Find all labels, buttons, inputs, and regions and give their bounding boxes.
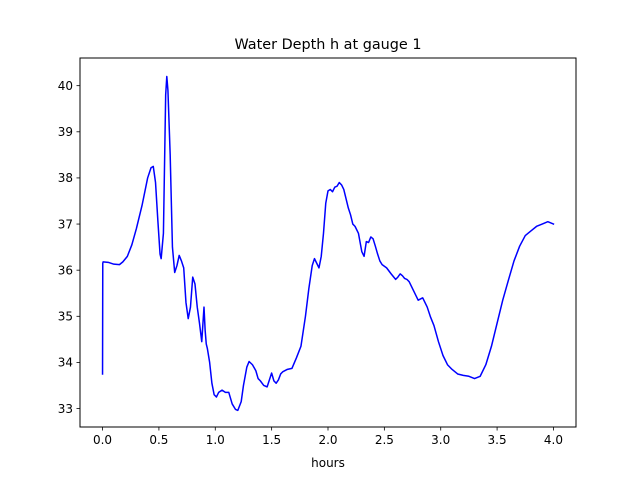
y-tick-label: 40 [58,79,73,93]
y-tick-label: 34 [58,356,73,370]
y-tick-label: 38 [58,171,73,185]
y-tick-label: 33 [58,402,73,416]
x-tick-label: 0.0 [93,433,112,447]
x-tick-label: 2.0 [318,433,337,447]
x-axis: 0.0 0.5 1.0 1.5 2.0 2.5 3.0 3.5 4.0 [93,427,563,447]
y-tick-label: 39 [58,125,73,139]
x-axis-label: hours [311,456,345,470]
x-tick-label: 0.5 [149,433,168,447]
y-axis: 33 34 35 36 37 38 39 40 [58,79,80,416]
series-line-0 [101,75,555,412]
y-tick-label: 36 [58,263,73,277]
chart-title: Water Depth h at gauge 1 [234,37,421,53]
x-tick-label: 3.0 [431,433,450,447]
x-tick-label: 2.5 [375,433,394,447]
y-tick-label: 37 [58,217,73,231]
y-tick-label: 35 [58,310,73,324]
series-layer [101,75,555,412]
x-tick-label: 1.0 [206,433,225,447]
x-tick-label: 3.5 [488,433,507,447]
x-tick-label: 4.0 [544,433,563,447]
x-tick-label: 1.5 [262,433,281,447]
